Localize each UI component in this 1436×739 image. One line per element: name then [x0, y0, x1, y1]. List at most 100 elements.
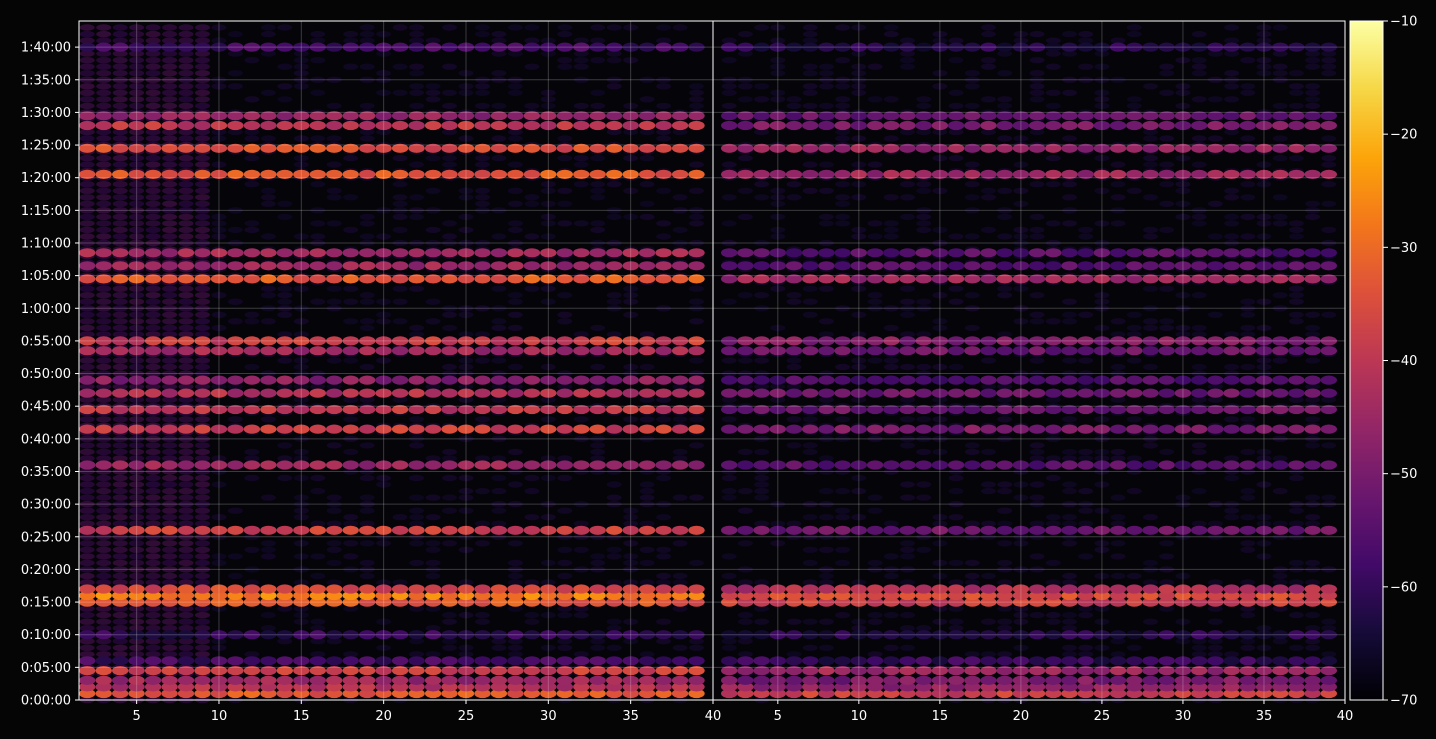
heatmap-cell: [818, 83, 834, 90]
heatmap-cell: [1029, 455, 1045, 462]
heatmap-cell: [866, 404, 884, 415]
heatmap-cell: [375, 630, 392, 640]
heatmap-cell: [1223, 346, 1240, 356]
heatmap-cell: [557, 383, 573, 390]
heatmap-cell: [309, 590, 326, 601]
heatmap-cell: [850, 248, 867, 258]
heatmap-cell: [260, 688, 277, 699]
heatmap-cell: [474, 336, 491, 346]
heatmap-cell: [1191, 404, 1208, 415]
heatmap-cell: [1142, 404, 1159, 415]
heatmap-cell: [638, 424, 656, 434]
heatmap-cell: [556, 460, 573, 470]
heatmap-cell: [1207, 533, 1223, 540]
heatmap-cell: [1126, 261, 1143, 271]
heatmap-cell: [540, 233, 556, 240]
heatmap-cell: [375, 120, 392, 131]
heatmap-cell: [244, 128, 260, 136]
heatmap-cell: [948, 298, 964, 305]
heatmap-cell: [1305, 416, 1321, 423]
heatmap-cell: [309, 630, 326, 640]
heatmap-cell: [161, 169, 178, 179]
heatmap-cell: [1272, 688, 1289, 699]
heatmap-cell: [1158, 143, 1175, 153]
heatmap-cell: [1272, 357, 1288, 364]
heatmap-cell: [1012, 675, 1030, 686]
heatmap-cell: [342, 404, 359, 415]
heatmap-cell: [1028, 248, 1046, 258]
heatmap-cell: [556, 584, 573, 594]
heatmap-cell: [507, 666, 524, 676]
heatmap-cell: [850, 404, 867, 415]
heatmap-cell: [802, 169, 819, 179]
heatmap-cell: [867, 618, 883, 625]
heatmap-cell: [293, 455, 309, 462]
heatmap-cell: [573, 675, 590, 686]
heatmap-cell: [491, 233, 507, 240]
heatmap-cell: [129, 135, 145, 142]
heatmap-cell: [79, 181, 95, 188]
heatmap-cell: [195, 200, 210, 207]
heatmap-cell: [1256, 553, 1272, 560]
heatmap-cell: [309, 666, 326, 676]
heatmap-cell: [194, 666, 211, 676]
heatmap-cell: [1045, 169, 1062, 179]
heatmap-cell: [95, 120, 112, 131]
heatmap-cell: [177, 143, 195, 153]
heatmap-cell: [79, 375, 96, 385]
heatmap-cell: [1029, 311, 1045, 318]
heatmap-cell: [964, 597, 981, 607]
heatmap-cell: [79, 656, 96, 666]
heatmap-cell: [178, 396, 194, 403]
heatmap-cell: [474, 597, 491, 607]
heatmap-cell: [1240, 514, 1256, 521]
heatmap-cell: [1207, 383, 1223, 390]
heatmap-cell: [802, 448, 818, 456]
heatmap-cell: [359, 525, 376, 535]
heatmap-cell: [1191, 590, 1208, 601]
heatmap-cell: [835, 611, 851, 619]
heatmap-cell: [128, 597, 145, 607]
heatmap-cell: [623, 102, 639, 110]
heatmap-cell: [424, 248, 442, 258]
heatmap-cell: [818, 682, 835, 692]
heatmap-cell: [1207, 666, 1224, 676]
heatmap-cell: [639, 331, 655, 338]
heatmap-cell: [145, 37, 161, 44]
heatmap-cell: [1109, 169, 1127, 179]
heatmap-cell: [442, 128, 457, 136]
heatmap-cell: [1272, 525, 1289, 535]
heatmap-cell: [79, 590, 96, 601]
heatmap-cell: [343, 605, 359, 612]
heatmap-cell: [211, 383, 227, 390]
heatmap-cell: [408, 120, 425, 131]
heatmap-cell: [458, 579, 474, 586]
heatmap-cell: [491, 37, 507, 44]
heatmap-cell: [1126, 388, 1143, 398]
heatmap-cell: [277, 200, 293, 207]
heatmap-cell: [310, 298, 326, 305]
heatmap-cell: [260, 233, 276, 240]
heatmap-cell: [96, 625, 112, 632]
heatmap-cell: [293, 336, 310, 346]
heatmap-cell: [947, 688, 965, 699]
heatmap-cell: [145, 651, 161, 658]
heatmap-cell: [1207, 651, 1223, 658]
heatmap-cell: [997, 559, 1013, 567]
heatmap-cell: [1223, 597, 1240, 607]
heatmap-cell: [573, 37, 589, 44]
heatmap-cell: [178, 292, 194, 299]
heatmap-cell: [162, 540, 178, 547]
heatmap-cell: [557, 135, 573, 142]
heatmap-cell: [753, 630, 770, 640]
heatmap-cell: [96, 611, 112, 619]
heatmap-cell: [899, 120, 916, 131]
heatmap-cell: [392, 318, 408, 325]
heatmap-cell: [997, 416, 1013, 423]
heatmap-cell: [276, 630, 293, 640]
heatmap-cell: [96, 181, 112, 188]
heatmap-cell: [409, 24, 425, 31]
heatmap-cell: [672, 383, 688, 390]
heatmap-cell: [606, 239, 622, 247]
heatmap-cell: [947, 656, 965, 666]
